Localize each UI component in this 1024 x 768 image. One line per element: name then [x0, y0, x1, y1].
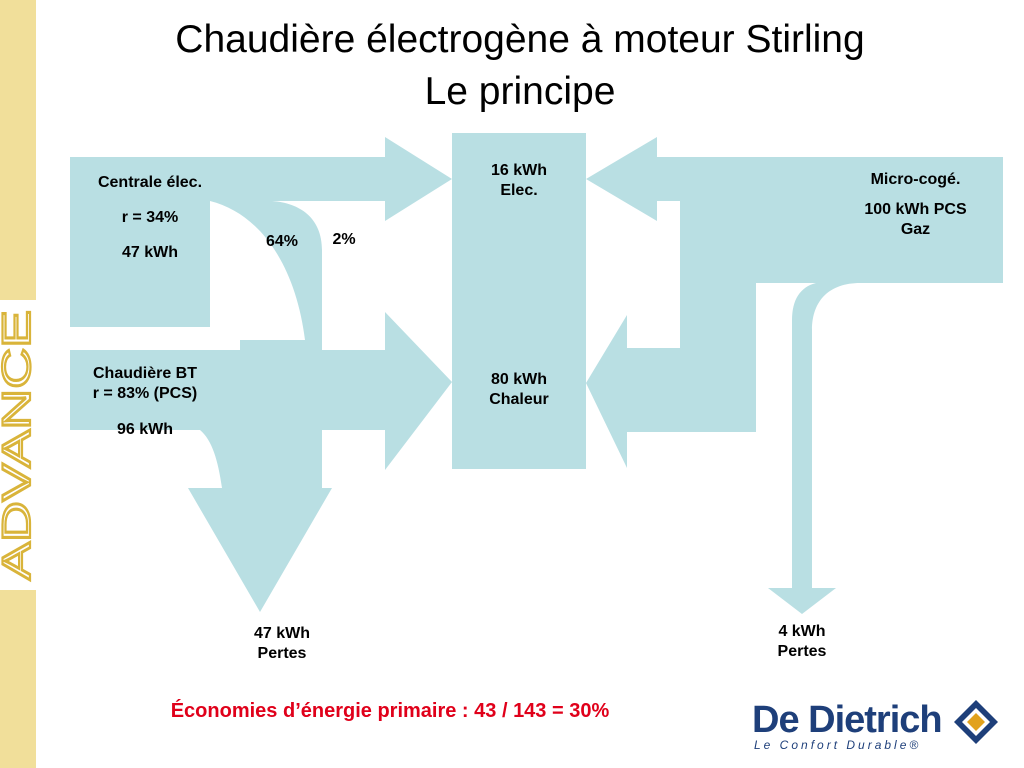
logo-name: De Dietrich: [752, 699, 943, 741]
label-centrale: Centrale élec. r = 34% 47 kWh: [70, 173, 230, 263]
logo-diamond-icon: [954, 700, 998, 744]
chaudiere-yield: r = 83% (PCS): [92, 385, 198, 402]
loss-left-energy: 47 kWh: [253, 625, 310, 642]
centrale-name: Centrale élec.: [97, 174, 203, 191]
label-pct-2: 2%: [332, 231, 356, 248]
microcoge-source-block: [680, 157, 1003, 283]
centrale-yield: r = 34%: [121, 209, 179, 226]
chaleur-energy: 80 kWh: [490, 371, 547, 388]
loss-left-name: Pertes: [257, 645, 307, 662]
logo-tagline: Le Confort Durable®: [754, 738, 922, 752]
right-loss-arrow: [768, 283, 860, 614]
arrow-microcoge-to-chaleur: [586, 315, 756, 468]
label-elec: 16 kWh Elec.: [452, 161, 586, 201]
elec-name: Elec.: [500, 182, 538, 199]
microcoge-connector: [680, 283, 756, 349]
chaudiere-name: Chaudière BT: [92, 365, 197, 382]
microcoge-energy: 100 kWh PCS: [864, 201, 967, 218]
microcoge-fuel: Gaz: [900, 221, 931, 238]
centrale-energy: 47 kWh: [121, 244, 178, 261]
label-loss-left: 47 kWh Pertes: [222, 624, 342, 664]
de-dietrich-logo: De Dietrich Le Confort Durable®: [748, 696, 1004, 760]
chaleur-name: Chaleur: [489, 391, 549, 408]
center-block: [452, 133, 586, 469]
title-line-2: Le principe: [424, 70, 616, 113]
chaudiere-energy: 96 kWh: [116, 421, 173, 438]
centrale-source-block: [70, 157, 210, 327]
slide-title: Chaudière électrogène à moteur Stirling …: [80, 14, 960, 118]
label-chaleur: 80 kWh Chaleur: [452, 370, 586, 410]
advance-wordmark-text: ADVANCE: [0, 310, 39, 580]
label-chaudiere: Chaudière BT r = 83% (PCS) 96 kWh: [70, 364, 220, 440]
centrale-loss-branch: [210, 201, 322, 340]
label-microcoge: Micro-cogé. 100 kWh PCS Gaz: [828, 170, 1003, 240]
label-pct-64: 64%: [265, 233, 299, 250]
microcoge-name: Micro-cogé.: [870, 171, 961, 188]
loss-right-energy: 4 kWh: [778, 623, 826, 640]
energy-savings-text: Économies d’énergie primaire : 43 / 143 …: [170, 700, 610, 722]
title-line-1: Chaudière électrogène à moteur Stirling: [175, 18, 865, 61]
loss-right-name: Pertes: [777, 643, 827, 660]
advance-wordmark: ADVANCE: [0, 300, 46, 590]
label-loss-right: 4 kWh Pertes: [752, 622, 852, 662]
left-loss-arrow: [188, 340, 332, 612]
elec-energy: 16 kWh: [490, 162, 547, 179]
